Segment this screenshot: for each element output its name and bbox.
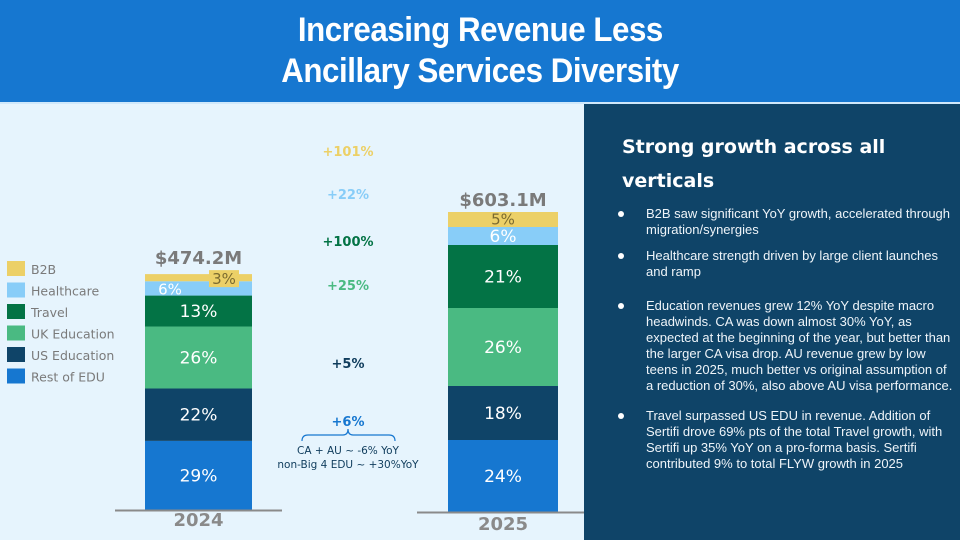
slide-title-line-2: Ancillary Services Diversity bbox=[281, 52, 679, 90]
growth-label-healthcare: +22% bbox=[327, 188, 369, 203]
bullet-item-travel: Travel surpassed US EDU in revenue. Addi… bbox=[614, 408, 954, 472]
x-tick-label: 2024 bbox=[173, 510, 223, 531]
growth-label-us-education: +5% bbox=[332, 357, 365, 372]
b2b-label-badge bbox=[209, 270, 239, 288]
data-label: 26% bbox=[484, 338, 522, 358]
bar-segment-us-education-2025 bbox=[448, 386, 558, 440]
data-label: 22% bbox=[180, 406, 218, 426]
legend-swatch-b2b bbox=[7, 261, 25, 276]
bar-segment-uk-education-2024 bbox=[145, 326, 252, 389]
legend-swatch-healthcare bbox=[7, 282, 25, 298]
legend-label-uk-education: UK Education bbox=[31, 327, 115, 342]
bullet-text: Healthcare strength driven by large clie… bbox=[646, 248, 938, 279]
bar-segment-us-education-2024 bbox=[145, 388, 252, 441]
bullet-text: B2B saw significant YoY growth, accelera… bbox=[646, 206, 951, 237]
data-label: 18% bbox=[484, 404, 522, 424]
data-label: 6% bbox=[158, 281, 182, 299]
total-label-2025: $603.1M bbox=[459, 190, 546, 211]
legend-swatch-uk-education bbox=[7, 325, 25, 341]
bullet-item-b2b: B2B saw significant YoY growth, accelera… bbox=[614, 206, 954, 238]
legend-swatch-rest-of-edu bbox=[7, 368, 25, 384]
data-label: 26% bbox=[180, 349, 218, 369]
growth-label-uk-education: +25% bbox=[327, 279, 369, 294]
bullet-dot-icon bbox=[618, 303, 624, 309]
data-label: 13% bbox=[180, 302, 218, 322]
growth-label-travel: +100% bbox=[322, 235, 373, 250]
bar-segment-travel-2025 bbox=[448, 245, 558, 308]
growth-label-b2b: +101% bbox=[322, 145, 373, 160]
panel-title: Strong growth across all verticals bbox=[622, 136, 886, 192]
chart-svg: 29% 22% 26% 13% 6% 3%$474.2M 2024 24% 18% 26% 21% 6… bbox=[7, 145, 584, 535]
brace-annotation-line-1: CA + AU ~ -6% YoY bbox=[297, 445, 400, 457]
bullet-text: Education revenues grew 12% YoY despite … bbox=[646, 298, 953, 393]
data-label: 29% bbox=[180, 466, 218, 486]
bullet-dot-icon bbox=[618, 413, 624, 419]
bullet-text: Travel surpassed US EDU in revenue. Addi… bbox=[646, 408, 943, 471]
legend-label-healthcare: Healthcare bbox=[31, 284, 99, 299]
data-label: 3% bbox=[212, 270, 236, 288]
title-banner: Increasing Revenue Less Ancillary Servic… bbox=[0, 0, 960, 102]
legend-label-b2b: B2B bbox=[31, 262, 56, 277]
slide-title-line-1: Increasing Revenue Less bbox=[297, 11, 663, 49]
bullet-item-education: Education revenues grew 12% YoY despite … bbox=[614, 298, 954, 394]
legend-label-travel: Travel bbox=[30, 305, 68, 320]
total-label-2024: $474.2M bbox=[155, 248, 242, 269]
legend-label-rest-of-edu: Rest of EDU bbox=[31, 370, 105, 385]
bar-segment-b2b-2024 bbox=[145, 274, 252, 282]
stacked-bar-chart: 29% 22% 26% 13% 6% 3% $474.2M 2024 24% 18% 26% 21% 6… bbox=[0, 104, 584, 540]
growth-label-rest-of-edu: +6% bbox=[332, 415, 365, 430]
bullet-dot-icon bbox=[618, 253, 624, 259]
header-divider bbox=[0, 102, 960, 104]
brace-icon bbox=[301, 428, 396, 442]
legend-swatch-travel bbox=[7, 304, 25, 319]
data-label: 21% bbox=[484, 268, 522, 288]
legend-label-us-education: US Education bbox=[31, 348, 114, 363]
x-tick-label: 2025 bbox=[478, 514, 528, 535]
bar-segment-healthcare-2025 bbox=[448, 227, 558, 245]
legend-swatch-us-education bbox=[7, 347, 25, 362]
bar-segment-b2b-2025 bbox=[448, 212, 558, 227]
bar-segment-uk-education-2025 bbox=[448, 308, 558, 386]
commentary-panel: Strong growth across all verticals B2B s… bbox=[584, 104, 960, 540]
brace-annotation-line-2: non-Big 4 EDU ~ +30%YoY bbox=[277, 459, 419, 471]
bar-segment-travel-2024 bbox=[145, 295, 252, 327]
bullet-list: B2B saw significant YoY growth, accelera… bbox=[614, 206, 954, 482]
data-label: 24% bbox=[484, 467, 522, 487]
bar-segment-rest-of-edu-2025 bbox=[448, 440, 558, 512]
data-label: 6% bbox=[490, 227, 517, 247]
bullet-dot-icon bbox=[618, 211, 624, 217]
bullet-item-healthcare: Healthcare strength driven by large clie… bbox=[614, 248, 954, 280]
data-label: 5% bbox=[491, 211, 515, 229]
bar-segment-rest-of-edu-2024 bbox=[145, 440, 252, 510]
